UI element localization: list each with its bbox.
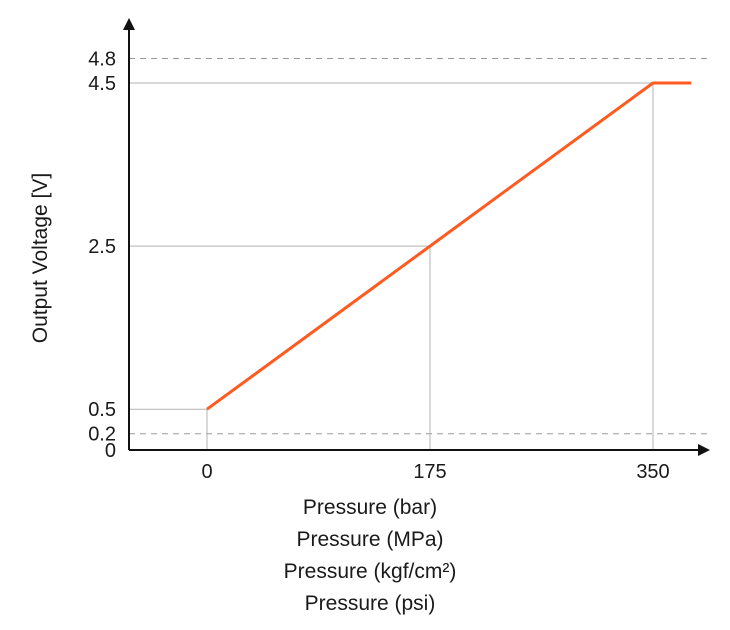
y-tick-label-4-5: 4.5 [88,73,116,95]
x-axis-title-mpa: Pressure (MPa) [296,528,444,551]
x-axis-title-psi: Pressure (psi) [304,592,436,615]
series-line-output-voltage [206,81,692,411]
y-tick-label-4-8: 4.8 [88,49,116,71]
x-axis-title-bar: Pressure (bar) [302,496,438,519]
x-tick-label-350: 350 [636,461,669,483]
y-tick-label-0-2: 0.2 [88,424,116,446]
x-axis-title-kgf: Pressure (kgf/cm²) [283,560,457,583]
x-tick-label-175: 175 [413,461,446,483]
x-axis-title-group: Pressure (bar) Pressure (MPa) Pressure (… [220,492,520,620]
y-tick-label-0-5: 0.5 [88,399,116,421]
x-tick-label-0: 0 [201,461,212,483]
y-axis-title: Output Voltage [V] [29,173,52,343]
y-tick-label-2-5: 2.5 [88,236,116,258]
y-tick-label-0: 0 [105,440,116,462]
